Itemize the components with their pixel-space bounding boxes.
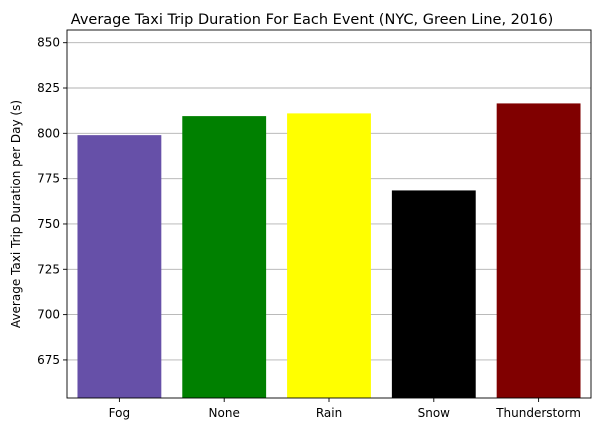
y-tick-label: 700: [37, 308, 60, 322]
x-tick-label-none: None: [209, 406, 240, 420]
y-tick-label: 725: [37, 262, 60, 276]
y-tick-label: 825: [37, 81, 60, 95]
bar-none: [182, 116, 267, 399]
bar-fog: [77, 135, 162, 398]
x-tick-label-rain: Rain: [316, 406, 342, 420]
y-axis: 675 700 725 750 775 800 825 850: [37, 36, 67, 367]
bar-thunderstorm: [496, 103, 581, 399]
bar-snow: [391, 190, 476, 398]
x-tick-label-snow: Snow: [418, 406, 451, 420]
bars: [77, 103, 581, 399]
y-tick-label: 750: [37, 217, 60, 231]
plot-frame: [66, 29, 592, 399]
y-tick-label: 850: [37, 36, 60, 50]
x-axis: Fog None Rain Snow Thunderstorm: [109, 398, 581, 420]
chart-title: Average Taxi Trip Duration For Each Even…: [71, 12, 554, 28]
y-tick-label: 675: [37, 353, 60, 367]
y-tick-label: 775: [37, 172, 60, 186]
x-tick-label-fog: Fog: [109, 406, 130, 420]
x-tick-label-thunderstorm: Thunderstorm: [495, 406, 581, 420]
bar-rain: [287, 113, 371, 398]
y-axis-label: Average Taxi Trip Duration per Day (s): [9, 100, 23, 328]
y-tick-label: 800: [37, 126, 60, 140]
